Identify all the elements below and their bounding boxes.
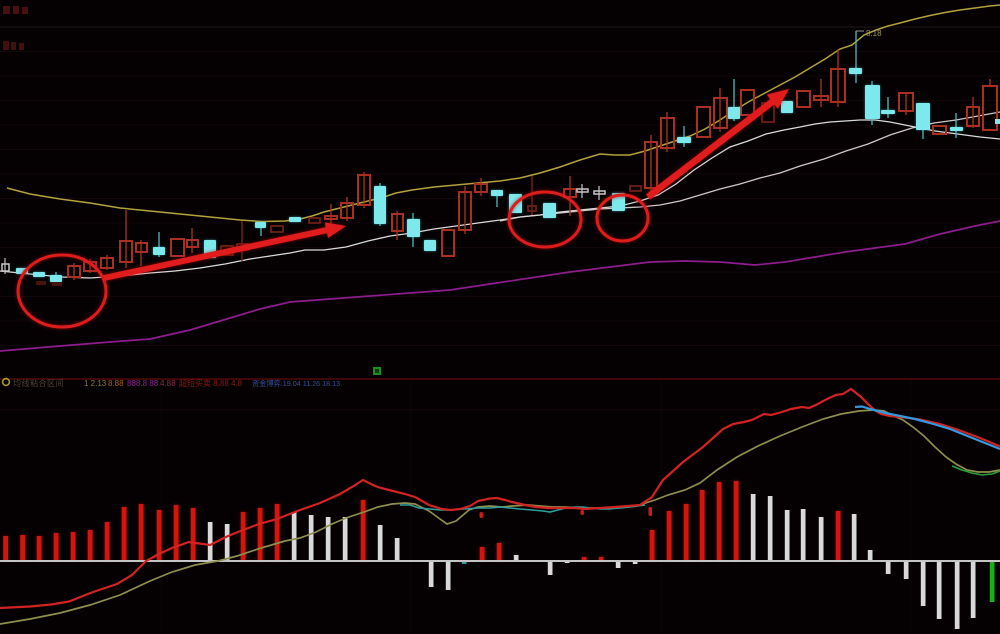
- svg-text:8.18: 8.18: [866, 29, 882, 38]
- svg-text:均线粘合区间: 均线粘合区间: [13, 378, 64, 388]
- svg-text:8.88: 8.88: [108, 379, 124, 388]
- svg-text:888.8 88: 888.8 88: [127, 379, 159, 388]
- svg-text:1 2.13: 1 2.13: [84, 379, 107, 388]
- svg-text:资金博弈:19.04 11.26 18.13: 资金博弈:19.04 11.26 18.13: [252, 379, 340, 388]
- svg-text:超短买卖 8.88 4.8: 超短买卖 8.88 4.8: [179, 378, 243, 388]
- svg-text:4.88: 4.88: [160, 379, 176, 388]
